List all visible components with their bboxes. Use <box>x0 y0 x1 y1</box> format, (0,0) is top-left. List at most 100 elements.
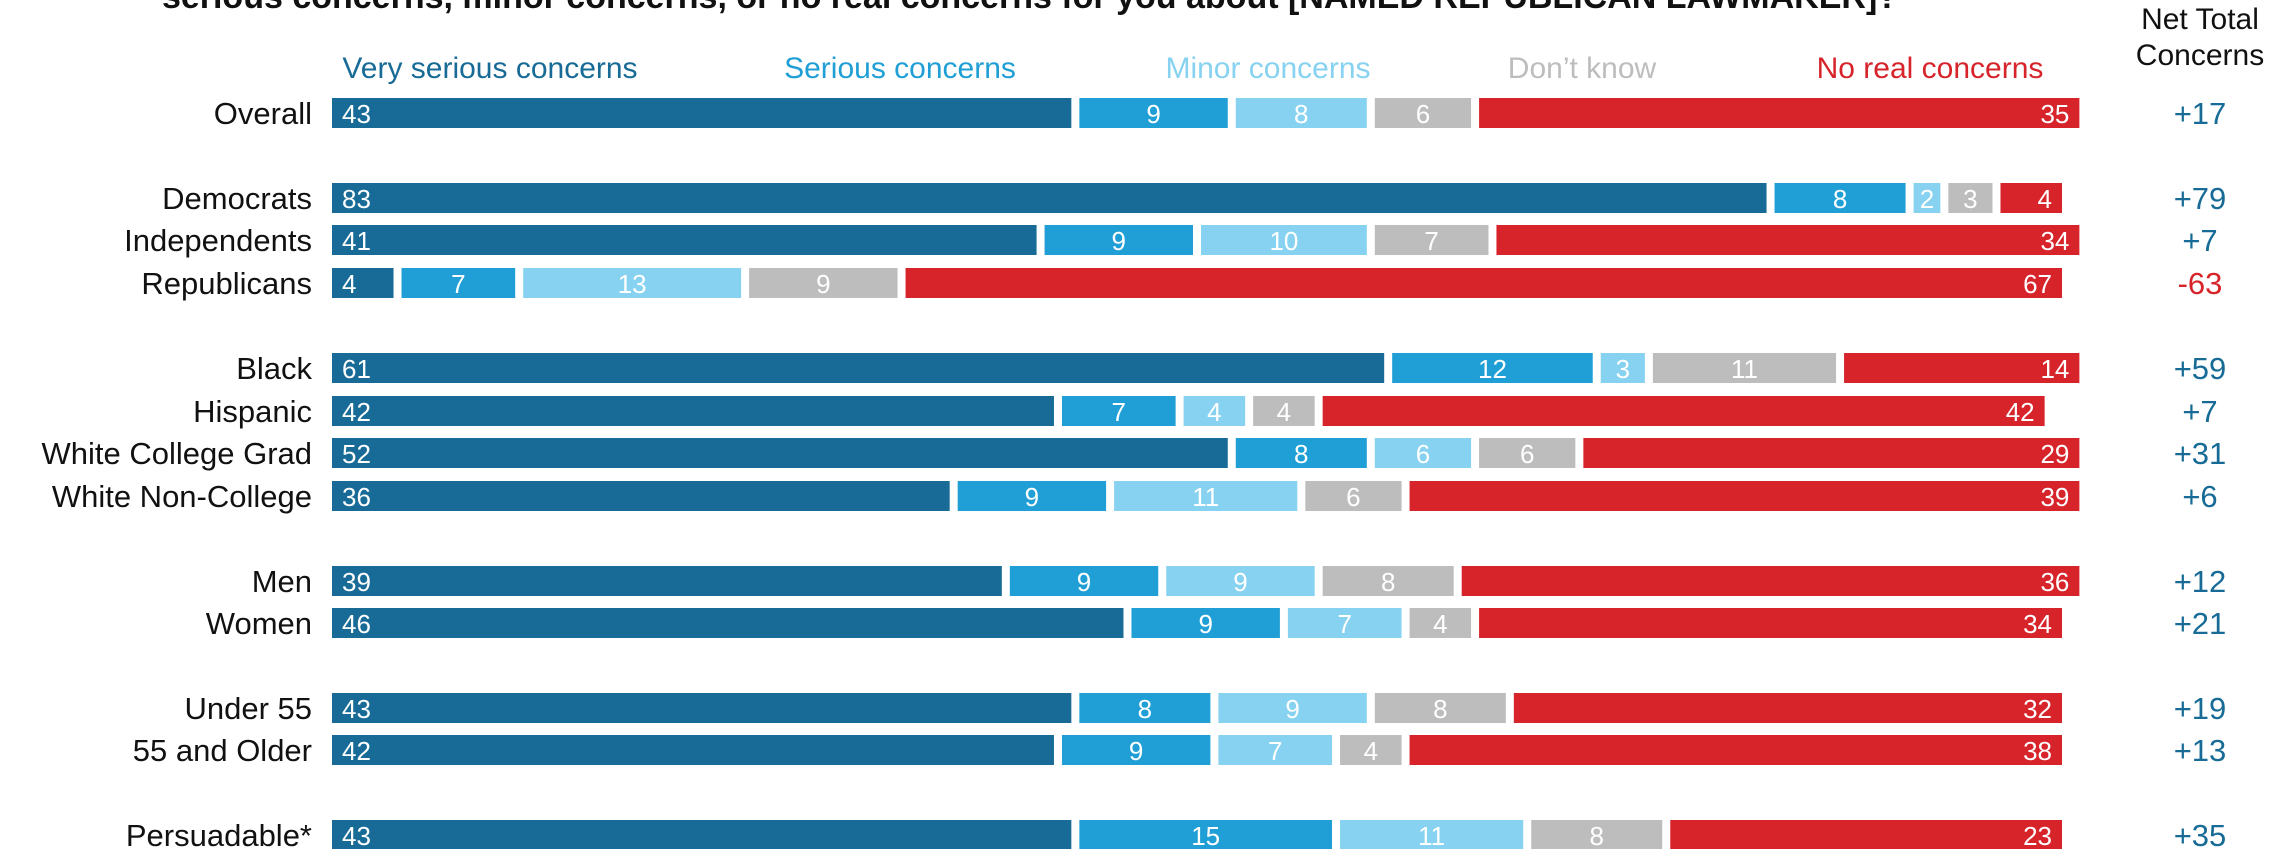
bar-segment <box>332 98 1072 128</box>
net-total-value: +79 <box>2174 181 2227 216</box>
bar-segment <box>1913 183 1941 213</box>
bar-segment <box>1652 353 1837 383</box>
bar-segment <box>401 268 516 298</box>
bar-segment <box>1287 608 1402 638</box>
legend-don-t-know: Don’t know <box>1508 52 1657 85</box>
bar-segment <box>1374 225 1489 255</box>
row-label-democrats: Democrats <box>162 181 312 216</box>
bar-value-label: 34 <box>2040 226 2069 256</box>
bar-segment <box>1253 396 1315 426</box>
bar-segment <box>1305 481 1402 511</box>
bar-segment <box>332 608 1124 638</box>
row-label-black: Black <box>236 351 312 386</box>
bar-segment <box>1044 225 1193 255</box>
bar-value-label: 13 <box>618 269 647 299</box>
bar-value-label: 9 <box>1129 736 1143 766</box>
bar-value-label: 67 <box>2023 269 2052 299</box>
bar-value-label: 35 <box>2040 99 2069 129</box>
bar-segment <box>1496 225 2080 255</box>
row-label-white-college-grad: White College Grad <box>41 436 312 471</box>
bar-value-label: 8 <box>1138 694 1152 724</box>
legend-very-serious-concerns: Very serious concerns <box>342 52 637 85</box>
bar-value-label: 12 <box>1478 354 1507 384</box>
legend-minor-concerns: Minor concerns <box>1165 52 1370 85</box>
bar-segment <box>1061 735 1211 765</box>
bar-value-label: 8 <box>1590 821 1604 849</box>
bar-segment <box>332 820 1072 849</box>
row-label-women: Women <box>206 606 312 641</box>
bar-value-label: 9 <box>816 269 830 299</box>
bar-value-label: 43 <box>342 694 371 724</box>
bar-value-label: 8 <box>1381 567 1395 597</box>
bar-value-label: 9 <box>1025 482 1039 512</box>
bar-segment <box>1218 693 1367 723</box>
bar-value-label: 7 <box>1424 226 1438 256</box>
net-total-value: +17 <box>2174 96 2227 131</box>
bar-segment <box>332 268 394 298</box>
bar-value-label: 34 <box>2023 609 2052 639</box>
bar-segment <box>332 566 1002 596</box>
net-total-value: +7 <box>2182 223 2217 258</box>
bar-segment <box>332 438 1228 468</box>
bar-value-label: 8 <box>1833 184 1847 214</box>
bar-segment <box>1670 820 2062 849</box>
bar-value-label: 23 <box>2023 821 2052 849</box>
bar-value-label: 3 <box>1616 354 1630 384</box>
bar-segment <box>1392 353 1593 383</box>
net-total-value: +35 <box>2174 818 2227 849</box>
bar-value-label: 9 <box>1112 226 1126 256</box>
bar-segment <box>1235 438 1367 468</box>
bar-segment <box>1531 820 1663 849</box>
net-total-value: +12 <box>2174 564 2227 599</box>
bar-value-label: 46 <box>342 609 371 639</box>
bar-segment <box>332 396 1054 426</box>
bar-segment <box>905 268 2062 298</box>
bar-value-label: 10 <box>1269 226 1298 256</box>
bar-segment <box>1479 438 1576 468</box>
bar-value-label: 11 <box>1192 482 1219 512</box>
bar-segment <box>1218 735 1333 765</box>
bar-value-label: 8 <box>1433 694 1447 724</box>
bar-segment <box>1166 566 1315 596</box>
bar-value-label: 39 <box>342 567 371 597</box>
bar-value-label: 32 <box>2023 694 2052 724</box>
bar-value-label: 43 <box>342 821 371 849</box>
bar-segment <box>1322 396 2045 426</box>
bar-segment <box>1513 693 2062 723</box>
net-total-value: +13 <box>2174 733 2227 768</box>
bar-segment <box>1409 481 2080 511</box>
bar-value-label: 14 <box>2040 354 2069 384</box>
net-total-value: +31 <box>2174 436 2227 471</box>
bar-segment <box>1340 735 1402 765</box>
bar-value-label: 11 <box>1418 821 1445 849</box>
bar-value-label: 6 <box>1416 99 1430 129</box>
bar-value-label: 8 <box>1294 99 1308 129</box>
bar-value-label: 9 <box>1077 567 1091 597</box>
bar-value-label: 6 <box>1346 482 1360 512</box>
bar-segment <box>1201 225 1367 255</box>
bar-segment <box>332 183 1767 213</box>
bar-segment <box>1374 693 1506 723</box>
bar-value-label: 36 <box>2040 567 2069 597</box>
row-label-white-non-college: White Non-College <box>52 479 312 514</box>
bar-segment <box>1479 98 2080 128</box>
bar-value-label: 7 <box>1112 397 1126 427</box>
bar-segment <box>1079 98 1228 128</box>
bar-segment <box>1409 735 2062 765</box>
bar-segment <box>957 481 1107 511</box>
bar-segment <box>1235 98 1367 128</box>
bar-value-label: 36 <box>342 482 371 512</box>
bar-segment <box>1774 183 1906 213</box>
net-total-value: +6 <box>2182 479 2217 514</box>
bar-segment <box>1844 353 2080 383</box>
bar-segment <box>1600 353 1645 383</box>
row-label-hispanic: Hispanic <box>193 394 312 429</box>
row-label-republicans: Republicans <box>141 266 312 301</box>
bar-segment <box>1948 183 1993 213</box>
row-label-persuadable: Persuadable* <box>126 818 312 849</box>
bar-segment <box>1374 438 1472 468</box>
bar-value-label: 9 <box>1285 694 1299 724</box>
bar-value-label: 42 <box>2006 397 2035 427</box>
legend-serious-concerns: Serious concerns <box>784 52 1016 85</box>
